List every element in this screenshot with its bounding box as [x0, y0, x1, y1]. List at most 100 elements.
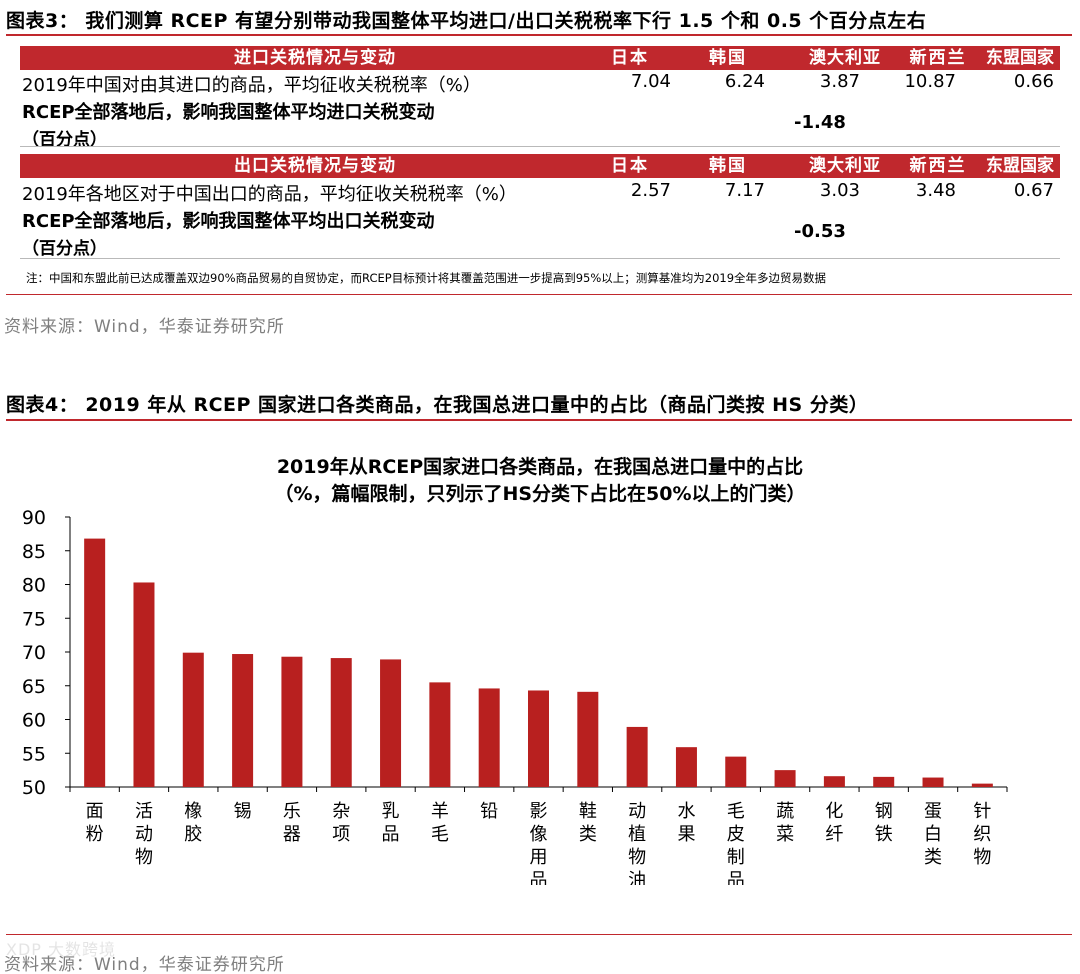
- figure3-source: 资料来源：Wind，华泰证券研究所: [4, 317, 285, 337]
- y-tick-label-65: 65: [22, 676, 46, 698]
- x-label-14-0: 蔬: [776, 801, 794, 822]
- x-label-13-1: 皮: [727, 824, 745, 845]
- x-label-18-0: 针: [973, 801, 991, 822]
- bar-5: [330, 658, 352, 787]
- y-tick-label-75: 75: [22, 608, 46, 630]
- x-label-13-2: 制: [727, 847, 745, 868]
- figure3-title: 图表3： 我们测算 RCEP 有望分别带动我国整体平均进口/出口关税税率下行 1…: [6, 10, 927, 32]
- x-label-18-2: 物: [973, 847, 991, 868]
- import-header: 进口关税情况与变动 日本 韩国 澳大利亚 新西兰 东盟国家: [20, 46, 1060, 70]
- x-label-9-3: 品: [530, 870, 548, 885]
- y-tick-label-70: 70: [22, 642, 46, 664]
- import-col-japan: 日本: [611, 48, 649, 68]
- export-col-newzealand: 新西兰: [909, 156, 967, 176]
- bar-12: [675, 747, 697, 787]
- x-label-0-1: 粉: [86, 824, 104, 845]
- bar-3: [232, 654, 254, 787]
- bar-10: [577, 691, 599, 787]
- import-col-korea: 韩国: [709, 48, 747, 68]
- x-label-17-1: 白: [924, 824, 942, 845]
- x-label-10-1: 类: [579, 824, 597, 845]
- x-label-16-1: 铁: [875, 824, 893, 845]
- x-label-12-1: 果: [677, 824, 695, 845]
- export-col-korea: 韩国: [709, 156, 747, 176]
- x-label-11-3: 油: [628, 870, 646, 885]
- import-rate-japan: 7.04: [630, 71, 671, 92]
- export-rate-newzealand: 3.48: [915, 180, 956, 201]
- x-label-18-1: 织: [973, 824, 991, 845]
- bar-8: [478, 688, 500, 787]
- bar-13: [725, 756, 747, 787]
- x-label-15-1: 纤: [825, 824, 843, 845]
- import-col-newzealand: 新西兰: [909, 48, 967, 68]
- x-label-2-0: 橡: [184, 801, 202, 822]
- bar-14: [774, 770, 796, 787]
- x-label-11-0: 动: [628, 801, 646, 822]
- export-change-unit: （百分点）: [22, 239, 107, 259]
- export-header: 出口关税情况与变动 日本 韩国 澳大利亚 新西兰 东盟国家: [20, 154, 1060, 178]
- import-change-label: RCEP全部落地后，影响我国整体平均进口关税变动: [22, 102, 435, 123]
- x-label-0-0: 面: [86, 801, 104, 822]
- import-rate-newzealand: 10.87: [904, 71, 956, 92]
- x-label-7-1: 毛: [431, 824, 449, 845]
- x-label-6-1: 品: [382, 824, 400, 845]
- export-rate-korea: 7.17: [724, 180, 765, 201]
- export-change-value: -0.53: [794, 221, 846, 242]
- bar-2: [182, 652, 204, 787]
- x-label-9-1: 像: [530, 824, 548, 845]
- x-label-2-1: 胶: [184, 824, 202, 845]
- export-rate-row: 2019年各地区对于中国出口的商品，平均征收关税税率（%） 2.57 7.17 …: [20, 180, 1060, 206]
- x-label-13-3: 品: [727, 870, 745, 885]
- export-rate-australia: 3.03: [819, 180, 860, 201]
- export-header-title: 出口关税情况与变动: [234, 156, 396, 176]
- x-label-9-0: 影: [530, 801, 548, 822]
- watermark: XDP 大数跨境: [6, 940, 117, 959]
- import-change-value: -1.48: [794, 112, 846, 133]
- x-label-12-0: 水: [677, 801, 695, 822]
- bar-16: [873, 776, 895, 787]
- import-block-divider: [20, 146, 1060, 147]
- import-rate-label: 2019年中国对由其进口的商品，平均征收关税税率（%）: [22, 75, 481, 96]
- y-tick-label-80: 80: [22, 575, 46, 597]
- chart-title: 2019年从RCEP国家进口各类商品，在我国总进口量中的占比: [276, 456, 804, 478]
- x-label-5-1: 项: [332, 824, 350, 845]
- bar-7: [429, 682, 451, 787]
- x-label-11-2: 物: [628, 847, 646, 868]
- x-label-9-2: 用: [530, 847, 548, 868]
- x-label-4-0: 乐: [283, 801, 301, 822]
- y-tick-label-90: 90: [22, 507, 46, 529]
- figure3-title-rule: [6, 34, 1072, 36]
- y-tick-label-55: 55: [22, 743, 46, 765]
- import-rate-row: 2019年中国对由其进口的商品，平均征收关税税率（%） 7.04 6.24 3.…: [20, 71, 1060, 97]
- export-rate-asean: 0.67: [1013, 180, 1054, 201]
- y-tick-label-60: 60: [22, 710, 46, 732]
- figure3-note: 注：中国和东盟此前已达成覆盖双边90%商品贸易的自贸协定，而RCEP目标预计将其…: [26, 271, 827, 285]
- figure4-bottom-rule: [6, 934, 1072, 935]
- bar-11: [626, 726, 648, 787]
- import-col-asean: 东盟国家: [986, 48, 1054, 68]
- x-label-7-0: 羊: [431, 801, 449, 822]
- x-label-4-1: 器: [283, 824, 301, 845]
- figure3-bottom-rule: [6, 294, 1072, 295]
- x-label-8-0: 铅: [480, 801, 498, 822]
- export-rate-japan: 2.57: [630, 180, 671, 201]
- export-col-japan: 日本: [611, 156, 649, 176]
- bar-15: [823, 776, 845, 787]
- import-header-title: 进口关税情况与变动: [234, 48, 396, 68]
- x-label-6-0: 乳: [382, 801, 400, 822]
- bar-0: [84, 538, 106, 787]
- export-col-asean: 东盟国家: [986, 156, 1054, 176]
- import-rate-australia: 3.87: [819, 71, 860, 92]
- x-label-10-0: 鞋: [579, 801, 597, 822]
- export-change-label: RCEP全部落地后，影响我国整体平均出口关税变动: [22, 211, 435, 232]
- x-label-1-2: 物: [135, 847, 153, 868]
- chart-subtitle: （%，篇幅限制，只列示了HS分类下占比在50%以上的门类）: [274, 483, 806, 505]
- x-label-1-0: 活: [135, 801, 153, 822]
- x-label-16-0: 钢: [875, 801, 893, 822]
- bar-17: [922, 777, 944, 787]
- figure4-title-rule: [6, 419, 1072, 421]
- x-label-5-0: 杂: [332, 801, 350, 822]
- y-tick-label-85: 85: [22, 541, 46, 563]
- import-rate-korea: 6.24: [724, 71, 765, 92]
